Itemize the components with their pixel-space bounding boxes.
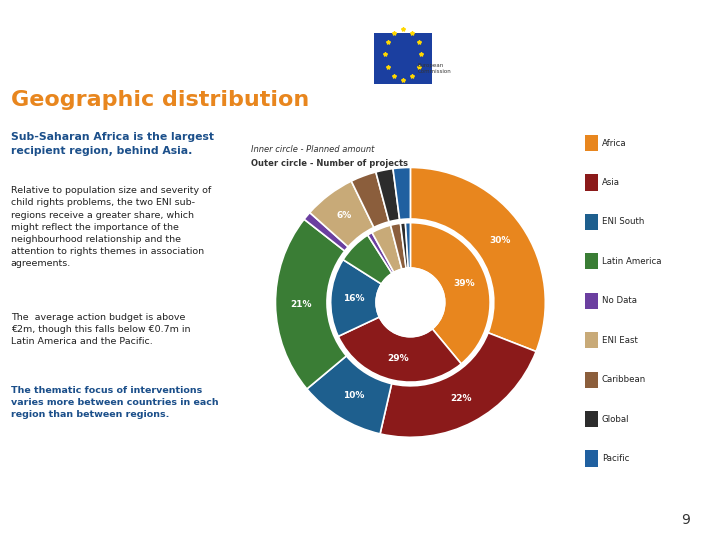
Text: The thematic focus of interventions
varies more between countries in each
region: The thematic focus of interventions vari… <box>11 386 218 420</box>
Text: 16%: 16% <box>343 294 364 303</box>
Wedge shape <box>338 317 462 382</box>
Text: No Data: No Data <box>602 296 637 305</box>
Wedge shape <box>368 233 394 273</box>
Wedge shape <box>343 235 392 284</box>
Text: Latin America: Latin America <box>602 257 662 266</box>
Text: The  average action budget is above
€2m, though this falls below €0.7m in
Latin : The average action budget is above €2m, … <box>11 313 190 347</box>
Text: European
Commission: European Commission <box>418 63 451 73</box>
Circle shape <box>376 268 445 337</box>
Text: ENI East: ENI East <box>602 336 638 345</box>
Text: Inner circle - Planned amount: Inner circle - Planned amount <box>251 145 374 154</box>
Wedge shape <box>304 213 348 251</box>
Text: 30%: 30% <box>490 237 511 245</box>
Text: 6%: 6% <box>337 211 352 220</box>
Text: Caribbean: Caribbean <box>602 375 646 384</box>
Wedge shape <box>380 333 536 437</box>
Wedge shape <box>351 172 389 227</box>
Text: 21%: 21% <box>290 300 312 309</box>
Text: Sub-Saharan Africa is the largest
recipient region, behind Asia.: Sub-Saharan Africa is the largest recipi… <box>11 132 214 156</box>
Text: 10%: 10% <box>343 391 364 400</box>
Wedge shape <box>390 224 406 269</box>
Text: 22%: 22% <box>451 394 472 403</box>
Text: Geographic distribution: Geographic distribution <box>11 90 309 110</box>
Wedge shape <box>410 222 490 364</box>
Wedge shape <box>276 219 346 389</box>
Wedge shape <box>307 356 392 434</box>
Wedge shape <box>376 168 400 222</box>
Text: Relative to population size and severity of
child rights problems, the two ENI s: Relative to population size and severity… <box>11 186 211 268</box>
Wedge shape <box>393 167 410 220</box>
Text: Global: Global <box>602 415 629 423</box>
Wedge shape <box>330 260 382 336</box>
Wedge shape <box>410 167 545 352</box>
Text: 9: 9 <box>681 512 690 526</box>
Wedge shape <box>405 222 410 268</box>
Text: Asia: Asia <box>602 178 620 187</box>
Wedge shape <box>400 223 408 268</box>
Text: Outer circle - Number of projects: Outer circle - Number of projects <box>251 159 408 168</box>
Text: 39%: 39% <box>454 279 475 288</box>
Text: Pacific: Pacific <box>602 454 629 463</box>
Wedge shape <box>310 181 374 247</box>
Wedge shape <box>372 225 402 272</box>
FancyBboxPatch shape <box>374 33 432 92</box>
Text: ENI South: ENI South <box>602 218 644 226</box>
Text: 29%: 29% <box>387 354 409 362</box>
Text: Africa: Africa <box>602 139 626 147</box>
